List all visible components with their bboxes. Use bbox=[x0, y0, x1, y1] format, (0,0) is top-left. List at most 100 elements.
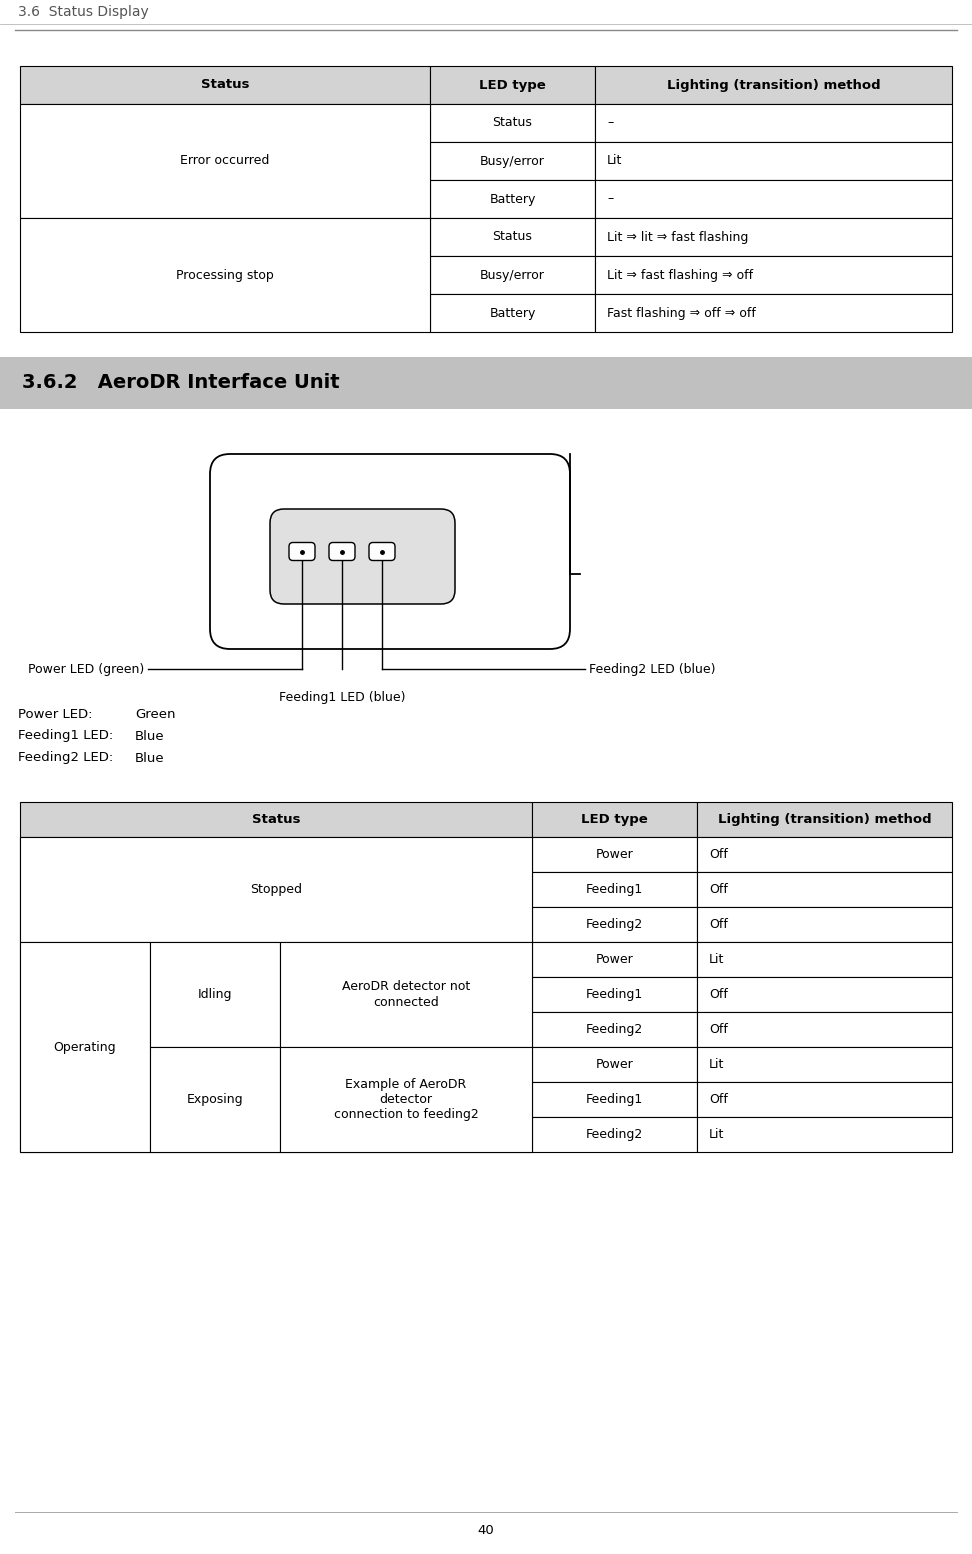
Bar bbox=[280, 838, 532, 872]
Bar bbox=[20, 104, 430, 218]
Bar bbox=[430, 141, 595, 180]
Text: LED type: LED type bbox=[581, 813, 648, 827]
Text: Battery: Battery bbox=[489, 193, 536, 205]
Bar bbox=[595, 65, 952, 104]
Text: Feeding2: Feeding2 bbox=[586, 1128, 643, 1141]
Bar bbox=[430, 218, 595, 256]
Bar bbox=[20, 1047, 150, 1082]
Bar bbox=[150, 1117, 280, 1152]
Text: Feeding1 LED (blue): Feeding1 LED (blue) bbox=[279, 692, 405, 704]
Text: Power LED:: Power LED: bbox=[18, 707, 92, 721]
Bar bbox=[697, 872, 952, 908]
Text: Blue: Blue bbox=[135, 729, 164, 743]
Text: Fast flashing ⇒ off ⇒ off: Fast flashing ⇒ off ⇒ off bbox=[607, 306, 756, 320]
Bar bbox=[150, 1082, 280, 1117]
Text: Power LED (green): Power LED (green) bbox=[28, 662, 144, 676]
Text: Feeding2: Feeding2 bbox=[586, 918, 643, 931]
Text: Busy/error: Busy/error bbox=[480, 269, 545, 281]
Bar bbox=[595, 256, 952, 294]
Text: 40: 40 bbox=[477, 1523, 495, 1537]
Text: Lighting (transition) method: Lighting (transition) method bbox=[667, 79, 881, 92]
Text: Off: Off bbox=[709, 1023, 728, 1037]
Bar bbox=[20, 838, 150, 872]
Text: Feeding1: Feeding1 bbox=[586, 988, 643, 1001]
Text: –: – bbox=[607, 117, 613, 129]
Bar bbox=[532, 977, 697, 1012]
Bar bbox=[697, 1082, 952, 1117]
Bar bbox=[697, 1117, 952, 1152]
Text: Processing stop: Processing stop bbox=[176, 269, 274, 281]
Bar bbox=[0, 357, 972, 409]
Text: Lit: Lit bbox=[709, 953, 724, 967]
FancyBboxPatch shape bbox=[369, 542, 395, 561]
Bar bbox=[532, 838, 697, 872]
Text: LED type: LED type bbox=[479, 79, 546, 92]
Bar bbox=[150, 977, 280, 1012]
Bar bbox=[20, 977, 150, 1012]
Bar bbox=[280, 1082, 532, 1117]
Text: 3.6  Status Display: 3.6 Status Display bbox=[18, 5, 149, 19]
FancyBboxPatch shape bbox=[329, 542, 355, 561]
Text: Error occurred: Error occurred bbox=[181, 154, 269, 168]
Bar bbox=[20, 872, 150, 908]
Text: Feeding2 LED:: Feeding2 LED: bbox=[18, 752, 114, 765]
Bar bbox=[532, 1082, 697, 1117]
Bar bbox=[697, 1047, 952, 1082]
FancyBboxPatch shape bbox=[270, 510, 455, 605]
Bar bbox=[697, 908, 952, 942]
Bar bbox=[532, 1047, 697, 1082]
Text: Feeding1: Feeding1 bbox=[586, 1092, 643, 1106]
Bar bbox=[532, 908, 697, 942]
Bar bbox=[532, 1012, 697, 1047]
Text: Status: Status bbox=[493, 117, 533, 129]
Bar bbox=[430, 256, 595, 294]
Text: Operating: Operating bbox=[53, 1041, 117, 1054]
Text: Battery: Battery bbox=[489, 306, 536, 320]
Bar bbox=[280, 1047, 532, 1082]
Bar bbox=[280, 872, 532, 908]
Bar bbox=[20, 942, 150, 1152]
Bar bbox=[280, 908, 532, 942]
Bar bbox=[20, 1082, 150, 1117]
Text: 3.6.2   AeroDR Interface Unit: 3.6.2 AeroDR Interface Unit bbox=[22, 373, 339, 393]
Bar bbox=[280, 977, 532, 1012]
Bar bbox=[150, 1047, 280, 1082]
Text: Status: Status bbox=[493, 230, 533, 244]
Text: Lighting (transition) method: Lighting (transition) method bbox=[717, 813, 931, 827]
Text: –: – bbox=[607, 193, 613, 205]
Bar bbox=[430, 180, 595, 218]
Bar bbox=[20, 942, 150, 977]
Text: Blue: Blue bbox=[135, 752, 164, 765]
Text: Lit ⇒ lit ⇒ fast flashing: Lit ⇒ lit ⇒ fast flashing bbox=[607, 230, 748, 244]
Bar bbox=[595, 104, 952, 141]
Bar bbox=[595, 294, 952, 333]
FancyBboxPatch shape bbox=[289, 542, 315, 561]
Text: Lit: Lit bbox=[709, 1128, 724, 1141]
Text: AeroDR detector not
connected: AeroDR detector not connected bbox=[342, 981, 470, 1009]
Bar bbox=[430, 104, 595, 141]
Bar bbox=[150, 838, 280, 872]
Text: Off: Off bbox=[709, 1092, 728, 1106]
Text: Busy/error: Busy/error bbox=[480, 154, 545, 168]
Bar bbox=[20, 1012, 150, 1047]
Text: Green: Green bbox=[135, 707, 176, 721]
Bar bbox=[532, 872, 697, 908]
Text: Feeding1 LED:: Feeding1 LED: bbox=[18, 729, 114, 743]
Bar bbox=[697, 977, 952, 1012]
Text: Lit: Lit bbox=[607, 154, 622, 168]
Text: Off: Off bbox=[709, 918, 728, 931]
Bar bbox=[20, 1117, 150, 1152]
Bar bbox=[430, 294, 595, 333]
Text: Power: Power bbox=[596, 953, 634, 967]
Bar bbox=[150, 942, 280, 1047]
Text: Lit ⇒ fast flashing ⇒ off: Lit ⇒ fast flashing ⇒ off bbox=[607, 269, 753, 281]
Bar bbox=[280, 1047, 532, 1152]
Bar bbox=[20, 908, 150, 942]
Bar bbox=[532, 1117, 697, 1152]
Text: Feeding1: Feeding1 bbox=[586, 883, 643, 897]
FancyBboxPatch shape bbox=[210, 454, 570, 650]
Bar bbox=[150, 872, 280, 908]
Bar bbox=[280, 1012, 532, 1047]
Bar bbox=[150, 1047, 280, 1152]
Text: Off: Off bbox=[709, 988, 728, 1001]
